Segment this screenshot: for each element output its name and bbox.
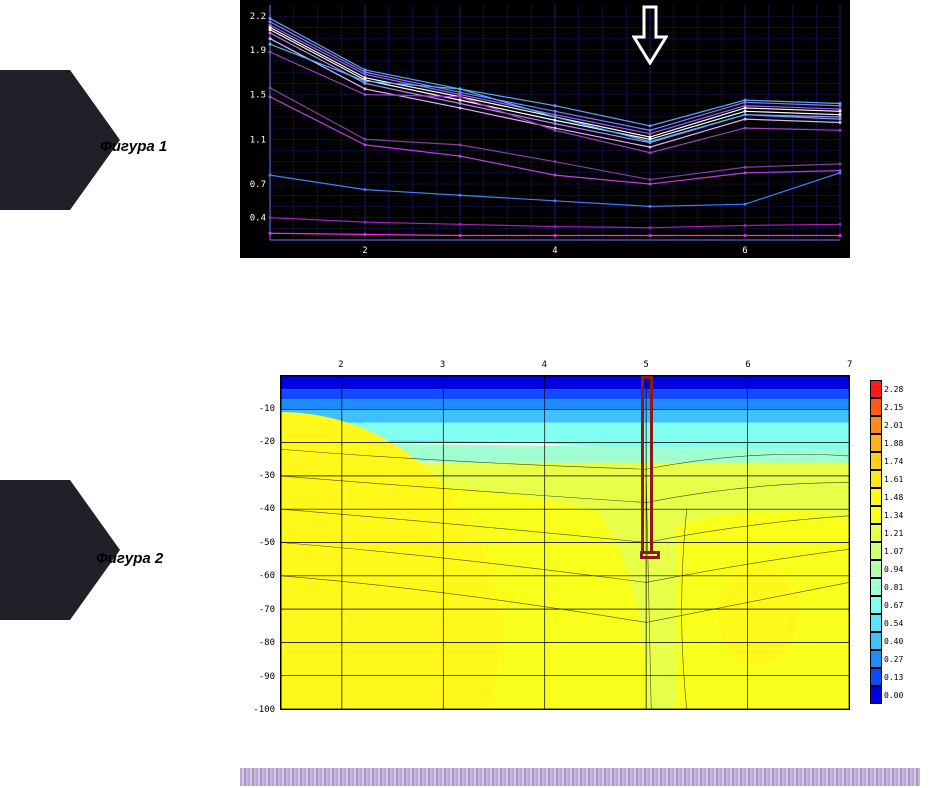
legend-value: 0.13 xyxy=(884,673,903,682)
x-tick: 6 xyxy=(745,360,750,370)
legend-swatch xyxy=(870,578,882,596)
legend-item: 1.21 xyxy=(870,524,920,542)
x-tick: 7 xyxy=(847,360,852,370)
legend-value: 0.00 xyxy=(884,691,903,700)
legend-item: 2.01 xyxy=(870,416,920,434)
legend-swatch xyxy=(870,632,882,650)
legend-item: 0.00 xyxy=(870,686,920,704)
legend-item: 2.15 xyxy=(870,398,920,416)
legend-item: 1.74 xyxy=(870,452,920,470)
y-tick: -30 xyxy=(259,471,275,481)
legend-item: 1.07 xyxy=(870,542,920,560)
down-arrow-icon xyxy=(632,5,668,70)
legend-item: 0.54 xyxy=(870,614,920,632)
legend-value: 2.28 xyxy=(884,385,903,394)
legend-item: 0.81 xyxy=(870,578,920,596)
legend-swatch xyxy=(870,650,882,668)
y-tick: -80 xyxy=(259,638,275,648)
figure1-label: Фигура 1 xyxy=(100,138,167,155)
legend-swatch xyxy=(870,380,882,398)
legend-value: 0.27 xyxy=(884,655,903,664)
x-tick: 2 xyxy=(338,360,343,370)
legend-item: 0.67 xyxy=(870,596,920,614)
line-chart-svg: 2.2 1.9 1.5 1.1 0.7 0.4 2 4 6 xyxy=(240,0,850,258)
y-tick: -70 xyxy=(259,605,275,615)
y-tick: -20 xyxy=(259,437,275,447)
legend-value: 1.88 xyxy=(884,439,903,448)
contour-chart xyxy=(280,375,850,710)
svg-text:0.7: 0.7 xyxy=(250,180,266,190)
svg-text:4: 4 xyxy=(552,246,557,256)
x-tick: 3 xyxy=(440,360,445,370)
y-tick: -40 xyxy=(259,504,275,514)
legend-swatch xyxy=(870,596,882,614)
arrow-shape-2 xyxy=(0,480,70,620)
legend-item: 0.27 xyxy=(870,650,920,668)
legend-value: 0.94 xyxy=(884,565,903,574)
legend-item: 1.88 xyxy=(870,434,920,452)
legend-swatch xyxy=(870,398,882,416)
legend-swatch xyxy=(870,470,882,488)
legend-value: 1.21 xyxy=(884,529,903,538)
legend-item: 0.40 xyxy=(870,632,920,650)
legend-value: 2.01 xyxy=(884,421,903,430)
contour-chart-svg xyxy=(281,376,849,709)
legend-swatch xyxy=(870,416,882,434)
legend-item: 1.34 xyxy=(870,506,920,524)
svg-text:0.4: 0.4 xyxy=(250,214,266,224)
legend-value: 0.40 xyxy=(884,637,903,646)
svg-text:2: 2 xyxy=(362,246,367,256)
legend-swatch xyxy=(870,542,882,560)
legend-item: 0.94 xyxy=(870,560,920,578)
legend-item: 1.61 xyxy=(870,470,920,488)
legend-value: 1.74 xyxy=(884,457,903,466)
line-chart: 2.2 1.9 1.5 1.1 0.7 0.4 2 4 6 xyxy=(240,0,850,258)
y-tick: -60 xyxy=(259,571,275,581)
contour-chart-wrap: 2 3 4 5 6 7 -10 -20 -30 -40 -50 -60 -70 -80 -90 -100 2… xyxy=(240,360,920,730)
legend-swatch xyxy=(870,434,882,452)
svg-text:1.5: 1.5 xyxy=(250,91,266,101)
x-tick: 5 xyxy=(643,360,648,370)
legend-value: 2.15 xyxy=(884,403,903,412)
contour-y-axis: -10-20-30-40-50-60-70-80-90-100 xyxy=(240,375,278,710)
y-tick: -90 xyxy=(259,672,275,682)
legend-value: 0.54 xyxy=(884,619,903,628)
svg-text:1.1: 1.1 xyxy=(250,135,266,145)
svg-text:2.2: 2.2 xyxy=(250,12,266,22)
x-tick: 4 xyxy=(542,360,547,370)
legend-swatch xyxy=(870,488,882,506)
legend-swatch xyxy=(870,560,882,578)
legend-swatch xyxy=(870,614,882,632)
y-tick: -50 xyxy=(259,538,275,548)
legend-value: 1.61 xyxy=(884,475,903,484)
legend-swatch xyxy=(870,668,882,686)
anomaly-marker xyxy=(641,376,653,554)
legend-value: 1.07 xyxy=(884,547,903,556)
svg-text:1.9: 1.9 xyxy=(250,46,266,56)
noise-strip xyxy=(240,768,920,786)
arrow-shape-1 xyxy=(0,70,70,210)
legend-item: 1.48 xyxy=(870,488,920,506)
legend-swatch xyxy=(870,506,882,524)
color-legend: 2.28 2.15 2.01 1.88 1.74 1.61 1.48 1.34 1.21 1.07… xyxy=(870,380,920,704)
legend-value: 1.34 xyxy=(884,511,903,520)
legend-item: 2.28 xyxy=(870,380,920,398)
legend-value: 1.48 xyxy=(884,493,903,502)
legend-swatch xyxy=(870,686,882,704)
legend-value: 0.67 xyxy=(884,601,903,610)
legend-item: 0.13 xyxy=(870,668,920,686)
legend-swatch xyxy=(870,524,882,542)
y-tick: -10 xyxy=(259,404,275,414)
figure2-label: Фигура 2 xyxy=(96,550,163,567)
legend-swatch xyxy=(870,452,882,470)
y-tick: -100 xyxy=(253,705,275,715)
svg-text:6: 6 xyxy=(742,246,747,256)
legend-value: 0.81 xyxy=(884,583,903,592)
